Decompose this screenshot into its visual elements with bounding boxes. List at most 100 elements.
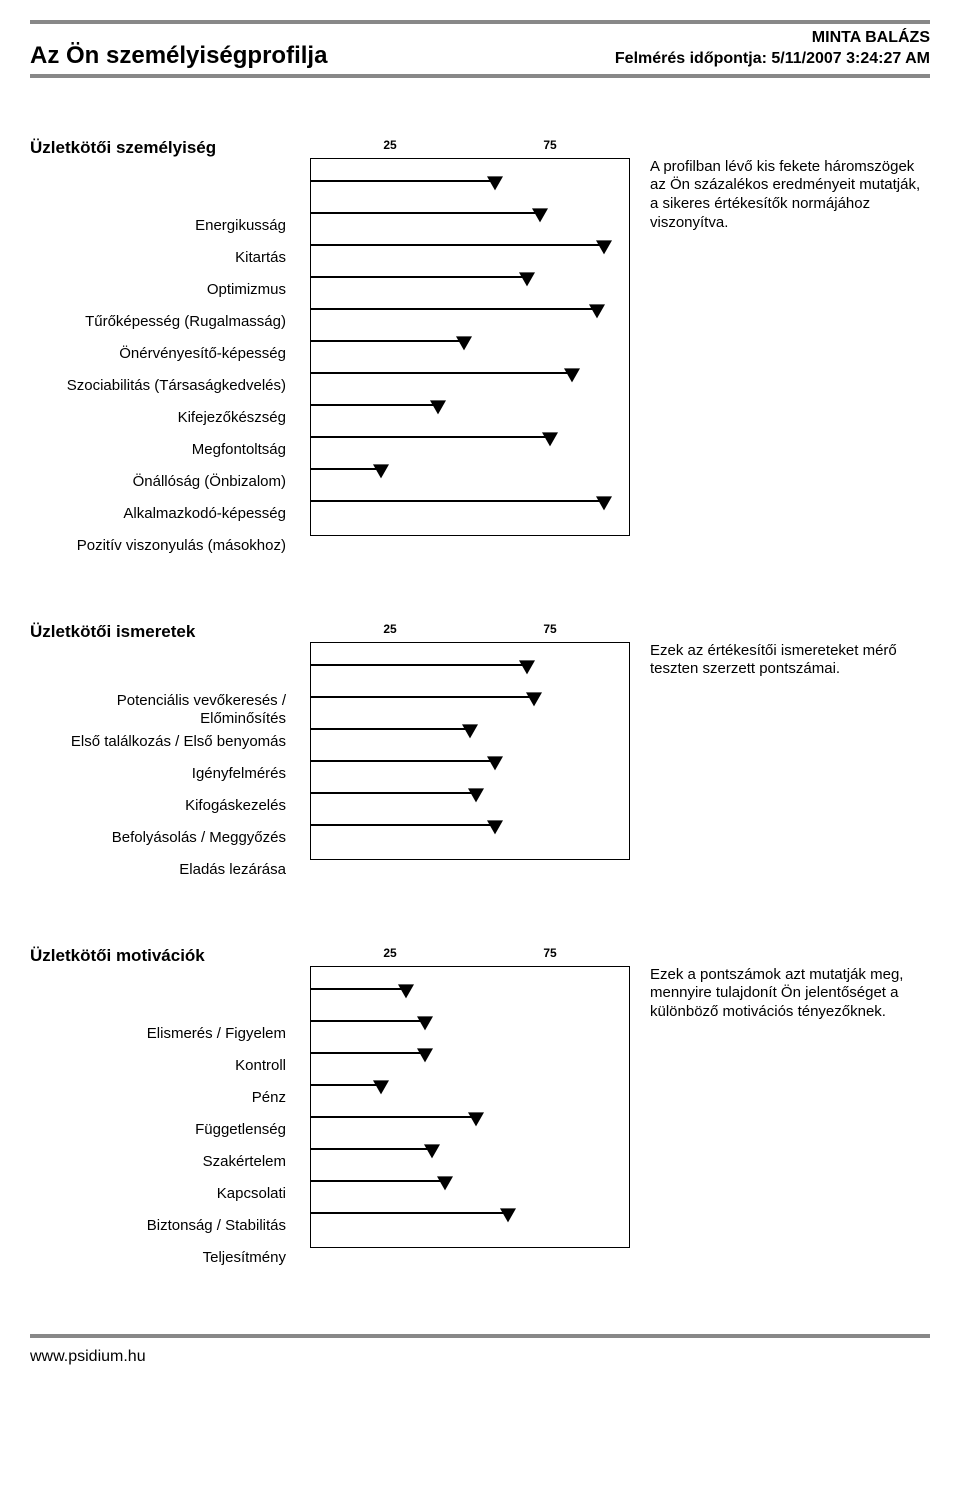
trait-label: Kapcsolati xyxy=(30,1178,290,1210)
triangle-marker-icon xyxy=(374,465,388,477)
triangle-marker-icon xyxy=(488,177,502,189)
axis-tick-75: 75 xyxy=(543,946,556,960)
column-left: Üzletkötői személyiségEnergikusságKitart… xyxy=(30,138,290,562)
bar-row xyxy=(311,229,629,261)
bar-line xyxy=(311,404,438,406)
trait-label: Befolyásolás / Meggyőzés xyxy=(30,822,290,854)
bar-line xyxy=(311,1212,508,1214)
trait-label: Optimizmus xyxy=(30,274,290,306)
triangle-marker-icon xyxy=(520,661,534,673)
bar-line xyxy=(311,276,527,278)
trait-label: Kifogáskezelés xyxy=(30,790,290,822)
bar-row xyxy=(311,165,629,197)
bar-line xyxy=(311,824,495,826)
triangle-marker-icon xyxy=(543,433,557,445)
triangle-marker-icon xyxy=(438,1177,452,1189)
axis-tick-75: 75 xyxy=(543,138,556,152)
bar-row xyxy=(311,649,629,681)
triangle-marker-icon xyxy=(418,1049,432,1061)
chart-column: 2575 xyxy=(310,946,630,1274)
triangle-marker-icon xyxy=(457,337,471,349)
trait-label: Teljesítmény xyxy=(30,1242,290,1274)
triangle-marker-icon xyxy=(469,1113,483,1125)
axis-tick-25: 25 xyxy=(383,138,396,152)
labels-spacer xyxy=(30,667,290,694)
triangle-marker-icon xyxy=(520,273,534,285)
labels-column: Elismerés / FigyelemKontrollPénzFüggetle… xyxy=(30,991,290,1274)
bar-row xyxy=(311,1037,629,1069)
trait-label: Alkalmazkodó-képesség xyxy=(30,498,290,530)
bar-row xyxy=(311,357,629,389)
bar-row xyxy=(311,485,629,517)
bar-row xyxy=(311,809,629,841)
axis-tick-75: 75 xyxy=(543,622,556,636)
trait-label: Igényfelmérés xyxy=(30,758,290,790)
bar-row xyxy=(311,1133,629,1165)
bar-row xyxy=(311,777,629,809)
profile-section: Üzletkötői ismeretekPotenciális vevőkere… xyxy=(30,622,930,886)
labels-column: EnergikusságKitartásOptimizmusTűrőképess… xyxy=(30,183,290,562)
chart-box xyxy=(310,158,630,536)
column-left: Üzletkötői motivációk Elismerés / Figyele… xyxy=(30,946,290,1274)
triangle-marker-icon xyxy=(565,369,579,381)
bar-row xyxy=(311,293,629,325)
bar-line xyxy=(311,244,604,246)
bar-line xyxy=(311,1148,432,1150)
triangle-marker-icon xyxy=(597,241,611,253)
footer-url: www.psidium.hu xyxy=(30,1348,930,1366)
bar-row xyxy=(311,713,629,745)
triangle-marker-icon xyxy=(399,985,413,997)
bar-line xyxy=(311,180,495,182)
triangle-marker-icon xyxy=(590,305,604,317)
bar-line xyxy=(311,1052,425,1054)
trait-label: Potenciális vevőkeresés / Előminősítés xyxy=(30,694,290,726)
page: Az Ön személyiségprofilja MINTA BALÁZS F… xyxy=(0,0,960,1426)
bar-row xyxy=(311,261,629,293)
column-left: Üzletkötői ismeretekPotenciális vevőkere… xyxy=(30,622,290,886)
chart-column: 25 75 xyxy=(310,622,630,886)
axis-tick-25: 25 xyxy=(383,622,396,636)
bar-row xyxy=(311,745,629,777)
bar-line xyxy=(311,728,470,730)
bar-line xyxy=(311,760,495,762)
labels-column: Potenciális vevőkeresés / Előminősítés El… xyxy=(30,667,290,886)
bar-line xyxy=(311,1116,476,1118)
labels-spacer xyxy=(30,991,290,1018)
triangle-marker-icon xyxy=(418,1017,432,1029)
profile-section: Üzletkötői személyiségEnergikusságKitart… xyxy=(30,138,930,562)
triangle-marker-icon xyxy=(425,1145,439,1157)
trait-label: Elismerés / Figyelem xyxy=(30,1018,290,1050)
page-title: Az Ön személyiségprofilja xyxy=(30,42,327,70)
profile-section: Üzletkötői motivációk Elismerés / Figyele… xyxy=(30,946,930,1274)
bar-line xyxy=(311,436,550,438)
section-title: Üzletkötői motivációk xyxy=(30,946,290,966)
footer-divider xyxy=(30,1334,930,1338)
sections-container: Üzletkötői személyiségEnergikusságKitart… xyxy=(30,138,930,1274)
trait-label: Szociabilitás (Társaságkedvelés) xyxy=(30,370,290,402)
survey-time-label: Felmérés időpontja: xyxy=(615,50,767,67)
trait-label: Függetlenség xyxy=(30,1114,290,1146)
bar-line xyxy=(311,1180,445,1182)
trait-label: Önállóság (Önbizalom) xyxy=(30,466,290,498)
bar-line xyxy=(311,696,534,698)
trait-label: Megfontoltság xyxy=(30,434,290,466)
trait-label: Eladás lezárása xyxy=(30,854,290,886)
axis-labels: 2575 xyxy=(310,946,630,964)
triangle-marker-icon xyxy=(463,725,477,737)
triangle-marker-icon xyxy=(469,789,483,801)
page-header: Az Ön személyiségprofilja MINTA BALÁZS F… xyxy=(30,20,930,78)
trait-label: Kifejezőkészség xyxy=(30,402,290,434)
bar-line xyxy=(311,792,476,794)
section-note: Ezek a pontszámok azt mutatják meg, menn… xyxy=(650,946,930,1274)
trait-label: Kontroll xyxy=(30,1050,290,1082)
axis-labels: 25 75 xyxy=(310,622,630,640)
triangle-marker-icon xyxy=(488,821,502,833)
bar-row xyxy=(311,1069,629,1101)
bar-row xyxy=(311,453,629,485)
bar-row xyxy=(311,325,629,357)
trait-label: Pozitív viszonyulás (másokhoz) xyxy=(30,530,290,562)
bar-line xyxy=(311,468,381,470)
trait-label: Energikusság xyxy=(30,210,290,242)
bar-line xyxy=(311,1084,381,1086)
triangle-marker-icon xyxy=(501,1209,515,1221)
